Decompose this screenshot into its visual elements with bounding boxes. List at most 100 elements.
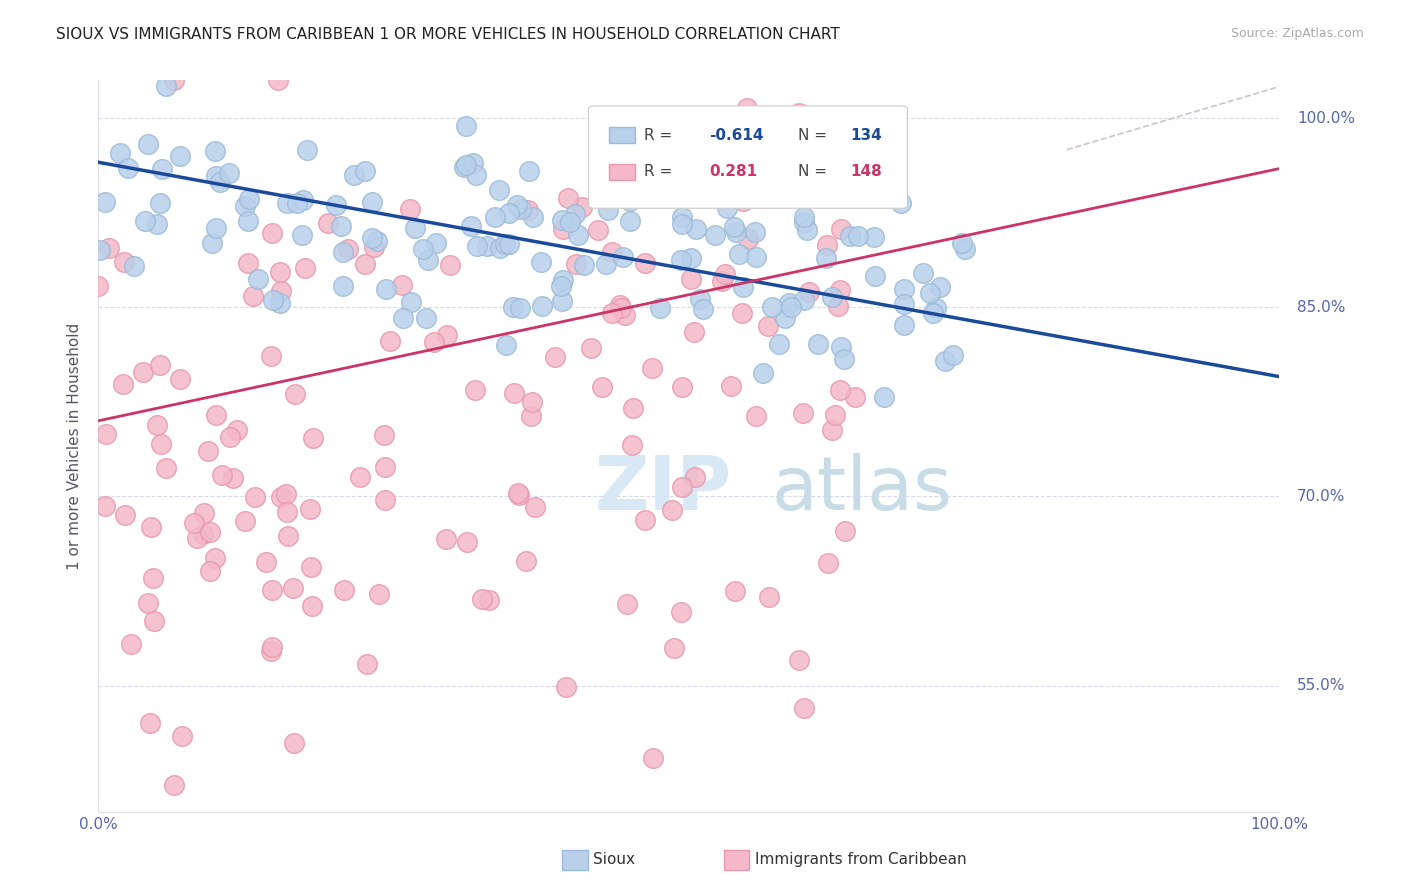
Point (531, 299, 554, 313)
Point (815, 238, 838, 252)
Point (425, 236, 447, 251)
Point (233, 199, 256, 213)
Point (198, 565, 221, 579)
Point (260, 349, 283, 363)
Point (132, 365, 155, 379)
Point (793, 210, 815, 224)
Point (506, 197, 529, 211)
Point (169, 149, 191, 163)
Point (460, 219, 482, 233)
Point (817, 556, 839, 570)
Point (830, 384, 852, 398)
Point (243, 490, 266, 504)
Point (260, 583, 283, 598)
Point (731, 306, 754, 320)
Point (950, 236, 973, 251)
Point (336, 242, 359, 256)
Point (793, 701, 815, 715)
Point (391, 310, 413, 325)
Point (262, 640, 284, 654)
Point (724, 225, 747, 239)
Point (436, 328, 458, 343)
Point (374, 492, 396, 507)
Point (94, 499, 117, 513)
Point (551, 273, 574, 287)
Point (295, 143, 318, 157)
Point (454, 119, 477, 133)
Point (398, 202, 420, 217)
Point (374, 282, 396, 296)
Text: Immigrants from Caribbean: Immigrants from Caribbean (755, 853, 967, 867)
Point (374, 459, 396, 474)
Point (934, 354, 956, 368)
Point (465, 169, 488, 183)
Point (735, 101, 758, 115)
Point (662, 641, 685, 656)
Point (508, 488, 530, 502)
Point (285, 195, 308, 210)
Point (120, 637, 142, 651)
Point (679, 251, 702, 265)
Point (498, 237, 520, 252)
Point (671, 379, 693, 393)
Point (924, 301, 946, 316)
Point (544, 350, 567, 364)
Point (242, 288, 264, 302)
Point (893, 318, 915, 332)
Point (737, 232, 759, 246)
Point (873, 390, 896, 404)
Point (502, 300, 524, 314)
Point (634, 256, 657, 270)
Point (94, 194, 117, 209)
Point (793, 293, 815, 307)
Point (284, 387, 307, 401)
Point (373, 428, 395, 442)
Point (565, 257, 588, 271)
Point (650, 301, 672, 316)
Point (225, 423, 247, 437)
Point (163, 778, 186, 792)
Point (204, 550, 226, 565)
Point (94, 426, 117, 441)
Point (752, 367, 775, 381)
Point (488, 183, 510, 197)
Text: 85.0%: 85.0% (1298, 300, 1346, 315)
Bar (609, 127, 634, 144)
Point (550, 212, 572, 227)
Point (564, 206, 586, 220)
Text: -0.614: -0.614 (709, 128, 763, 143)
Point (821, 290, 844, 304)
Point (299, 559, 322, 574)
Point (262, 227, 284, 241)
Point (325, 198, 347, 212)
Point (143, 614, 166, 628)
Point (461, 155, 484, 169)
Point (799, 285, 821, 299)
Point (299, 501, 322, 516)
Point (744, 225, 766, 239)
Point (399, 294, 422, 309)
Point (832, 351, 855, 366)
Point (621, 401, 644, 415)
Point (302, 431, 325, 445)
Point (247, 271, 270, 285)
Point (254, 555, 277, 569)
Point (415, 311, 437, 326)
Point (942, 348, 965, 362)
Point (669, 253, 692, 268)
Point (661, 127, 683, 141)
Point (439, 258, 461, 272)
Point (498, 206, 520, 220)
Point (423, 335, 446, 350)
Point (616, 597, 638, 611)
Point (274, 487, 297, 501)
Point (139, 520, 162, 534)
Point (283, 736, 305, 750)
Point (768, 337, 790, 351)
Point (796, 223, 818, 237)
Text: N =: N = (797, 128, 831, 143)
Point (111, 376, 134, 391)
Point (827, 299, 849, 313)
Point (454, 158, 477, 172)
Point (596, 203, 619, 218)
